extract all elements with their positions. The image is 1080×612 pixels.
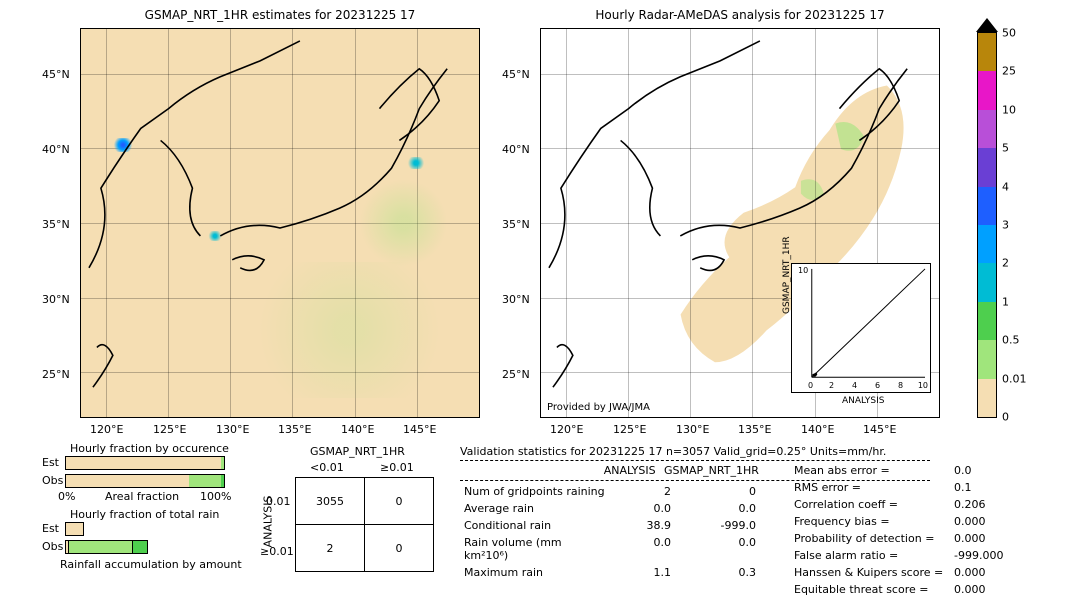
xtick: 145°E bbox=[863, 423, 896, 436]
validation-metrics: Mean abs error =0.0 RMS error =0.1 Corre… bbox=[790, 462, 1040, 598]
xtick: 130°E bbox=[216, 423, 249, 436]
left-map bbox=[80, 28, 480, 418]
totalrain-title: Hourly fraction of total rain bbox=[70, 508, 219, 521]
xmax-label: 100% bbox=[200, 490, 231, 503]
ct-row-label: ≥0.01 bbox=[260, 545, 294, 558]
ytick: 45°N bbox=[502, 68, 530, 81]
xtick: 120°E bbox=[550, 423, 583, 436]
xtick: 140°E bbox=[341, 423, 374, 436]
validation-left-table: ANALYSIS GSMAP_NRT_1HR bbox=[460, 462, 760, 479]
occurrence-est-bar bbox=[65, 456, 225, 470]
cbar-tick: 1 bbox=[1002, 295, 1009, 308]
bar-label: Est bbox=[42, 456, 59, 469]
right-map: ANALYSIS GSMAP_NRT_1HR 0 10 10 2 4 6 8 P… bbox=[540, 28, 940, 418]
occurrence-title: Hourly fraction by occurence bbox=[70, 442, 229, 455]
cbar-tick: 10 bbox=[1002, 103, 1016, 116]
ytick: 35°N bbox=[502, 218, 530, 231]
ytick: 25°N bbox=[502, 368, 530, 381]
ytick: 25°N bbox=[42, 368, 70, 381]
dash-line bbox=[460, 460, 930, 461]
xtick: 145°E bbox=[403, 423, 436, 436]
totalrain-obs-bar bbox=[65, 540, 225, 554]
cbar-tick: 5 bbox=[1002, 142, 1009, 155]
ytick: 30°N bbox=[42, 293, 70, 306]
validation-header: Validation statistics for 20231225 17 n=… bbox=[460, 445, 886, 458]
accum-title: Rainfall accumulation by amount bbox=[60, 558, 242, 571]
xtick: 140°E bbox=[801, 423, 834, 436]
ct-col-label: <0.01 bbox=[310, 461, 344, 474]
ct-title: GSMAP_NRT_1HR bbox=[310, 445, 405, 458]
cbar-tick: 3 bbox=[1002, 219, 1009, 232]
right-map-title: Hourly Radar-AMeDAS analysis for 2023122… bbox=[540, 8, 940, 22]
ytick: 35°N bbox=[42, 218, 70, 231]
ct-cell: 3055 bbox=[295, 477, 365, 525]
cbar-tick: 0.01 bbox=[1002, 372, 1027, 385]
contingency-table: GSMAP_NRT_1HR <0.01 ≥0.01 ANALYSIS 0.01 … bbox=[260, 445, 440, 575]
ct-cell: 0 bbox=[364, 524, 434, 572]
cbar-tick: 0.5 bbox=[1002, 334, 1020, 347]
bar-label: Obs bbox=[42, 540, 63, 553]
left-map-title: GSMAP_NRT_1HR estimates for 20231225 17 bbox=[80, 8, 480, 22]
xmin-label: 0% bbox=[58, 490, 75, 503]
ytick: 30°N bbox=[502, 293, 530, 306]
ytick: 40°N bbox=[42, 143, 70, 156]
bar-label: Est bbox=[42, 522, 59, 535]
xtick: 135°E bbox=[738, 423, 771, 436]
occurrence-obs-bar bbox=[65, 474, 225, 488]
scatter-inset: ANALYSIS GSMAP_NRT_1HR 0 10 10 2 4 6 8 bbox=[791, 263, 931, 393]
ct-row-label: 0.01 bbox=[266, 495, 291, 508]
cbar-tick: 0 bbox=[1002, 411, 1009, 424]
coastline bbox=[81, 29, 479, 427]
xtick: 130°E bbox=[676, 423, 709, 436]
xtick: 125°E bbox=[153, 423, 186, 436]
validation-rows: Num of gridpoints raining20 Average rain… bbox=[460, 483, 780, 581]
bar-label: Obs bbox=[42, 474, 63, 487]
ct-col-label: ≥0.01 bbox=[380, 461, 414, 474]
ytick: 40°N bbox=[502, 143, 530, 156]
xtick: 125°E bbox=[613, 423, 646, 436]
colorbar-over-arrow bbox=[976, 18, 998, 32]
cbar-tick: 2 bbox=[1002, 257, 1009, 270]
totalrain-est-bar bbox=[65, 522, 225, 536]
colorbar: 50 25 10 5 4 3 2 1 0.5 0.01 0 bbox=[977, 32, 997, 418]
xlabel: Areal fraction bbox=[105, 490, 179, 503]
ytick: 45°N bbox=[42, 68, 70, 81]
ct-cell: 0 bbox=[364, 477, 434, 525]
xtick: 120°E bbox=[90, 423, 123, 436]
cbar-tick: 50 bbox=[1002, 27, 1016, 40]
cbar-tick: 25 bbox=[1002, 65, 1016, 78]
ct-cell: 2 bbox=[295, 524, 365, 572]
inset-xlabel: ANALYSIS bbox=[842, 396, 884, 406]
cbar-tick: 4 bbox=[1002, 180, 1009, 193]
xtick: 135°E bbox=[278, 423, 311, 436]
inset-ylabel: GSMAP_NRT_1HR bbox=[782, 236, 792, 314]
map-attribution: Provided by JWA/JMA bbox=[547, 402, 650, 413]
